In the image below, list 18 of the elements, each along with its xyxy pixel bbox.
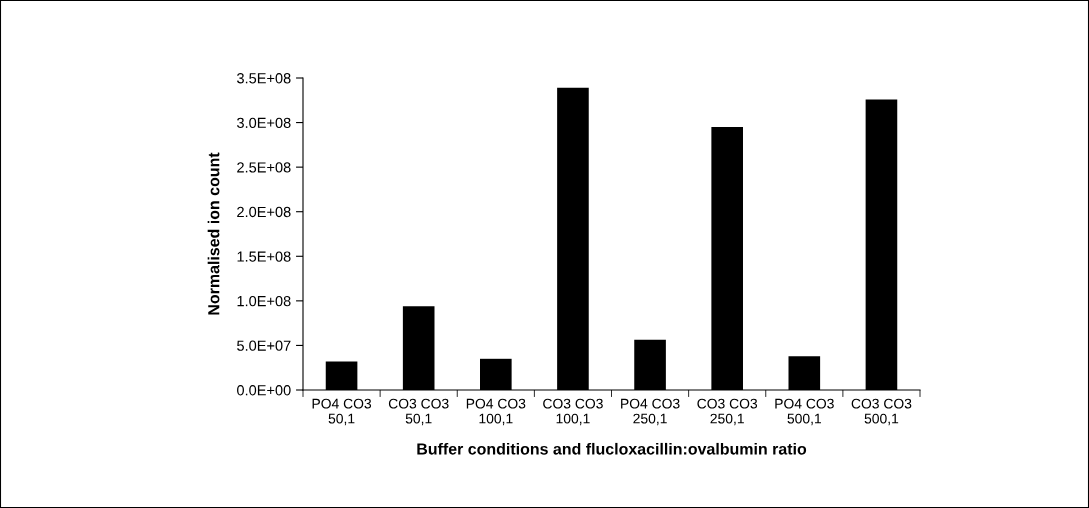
x-tick-label: CO3 CO3 500,1 — [851, 398, 912, 426]
x-tick-label: CO3 CO3 250,1 — [697, 398, 758, 426]
x-tick-label: CO3 CO3 50,1 — [388, 398, 449, 426]
y-tick-label: 1.0E+08 — [237, 295, 291, 307]
x-tick-label: PO4 CO3 50,1 — [312, 398, 372, 426]
y-axis-title: Normalised ion count — [207, 152, 220, 315]
x-tick-label: CO3 CO3 100,1 — [543, 398, 603, 426]
x-axis-title: Buffer conditions and flucloxacillin:ovalbumin ratio — [417, 442, 807, 455]
y-tick-label: 5.0E+07 — [237, 340, 291, 351]
y-tick-label: 3.0E+08 — [237, 117, 291, 128]
x-tick-label: PO4 CO3 250,1 — [621, 398, 680, 426]
y-tick-label: 2.0E+08 — [237, 206, 291, 218]
x-tick-label: PO4 CO3 500,1 — [775, 398, 834, 426]
y-tick-label: 2.5E+08 — [237, 162, 291, 173]
y-tick-label: 1.5E+08 — [237, 251, 291, 262]
y-tick-label: 0.0E+00 — [237, 385, 291, 396]
y-tick-label: 3.5E+08 — [237, 73, 291, 84]
x-tick-label: PO4 CO3 100,1 — [466, 398, 526, 426]
